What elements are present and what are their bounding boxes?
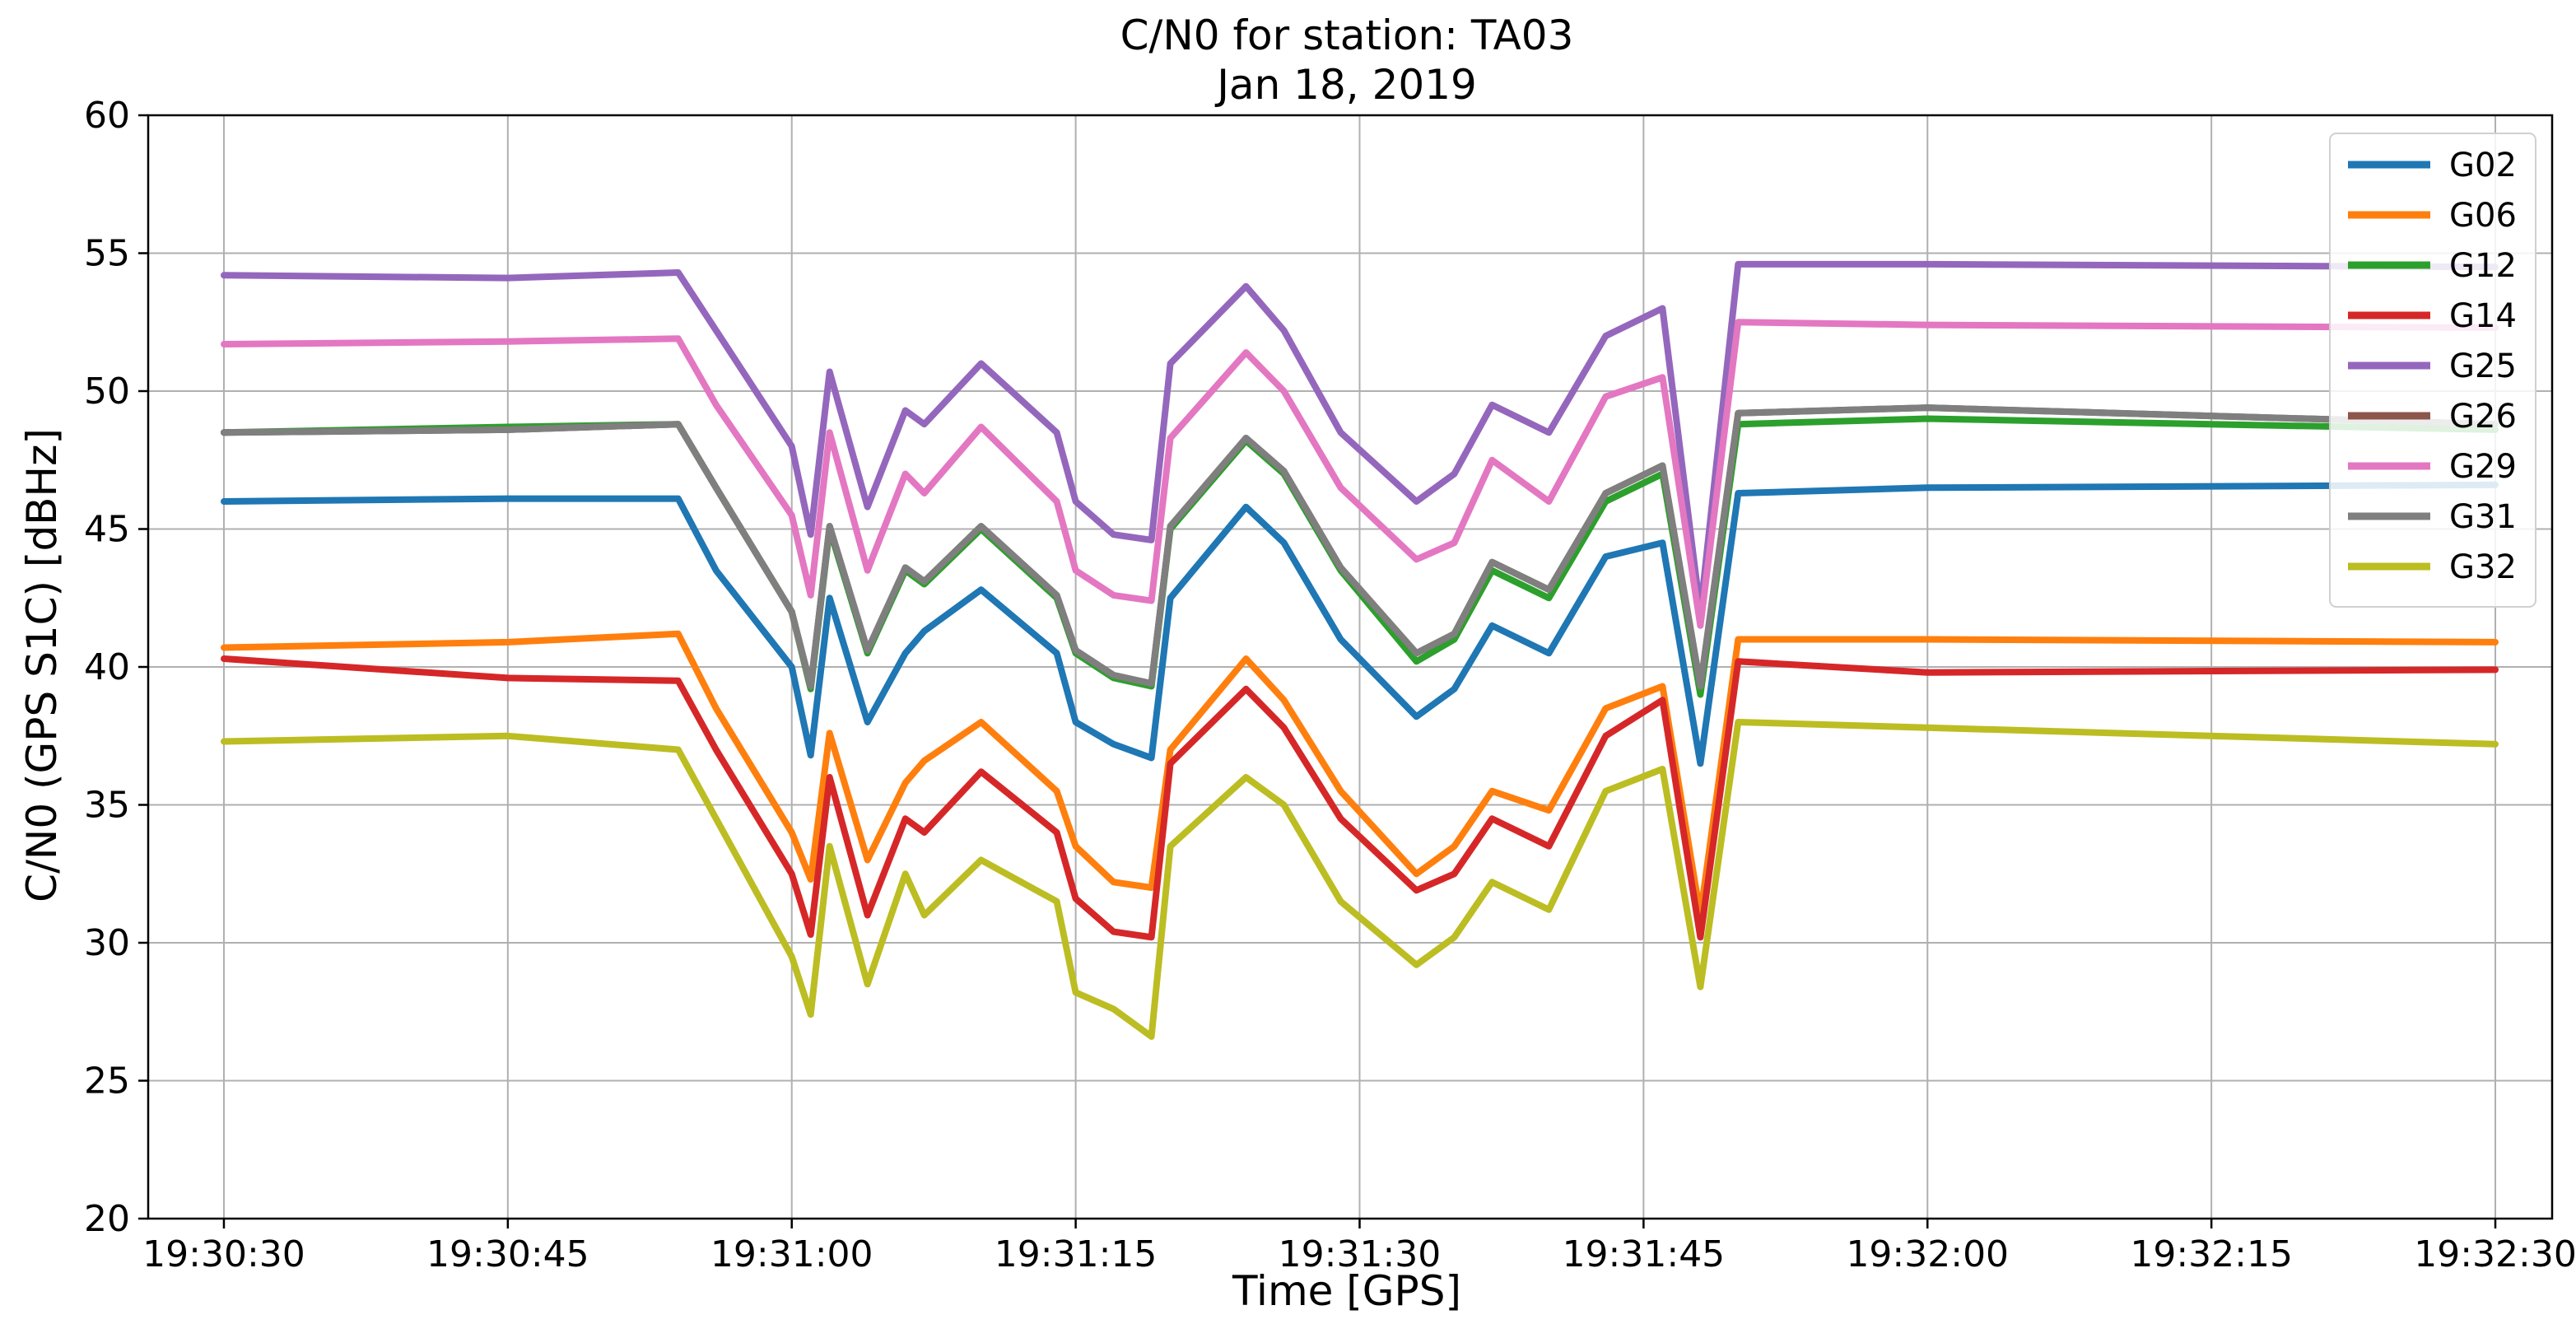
series-line-g06	[221, 630, 2499, 919]
y-tick-label: 60	[84, 95, 130, 137]
x-tick-label: 19:31:15	[995, 1233, 1158, 1275]
legend-box	[2329, 133, 2536, 608]
x-tick-label: 19:31:30	[1279, 1233, 1442, 1275]
x-tick-label: 19:31:45	[1563, 1233, 1726, 1275]
series-line-g14	[221, 655, 2499, 941]
x-tick-label: 19:30:30	[142, 1233, 305, 1275]
y-tick-label: 40	[84, 646, 130, 688]
series-line-g02	[221, 481, 2499, 767]
y-tick-label: 20	[84, 1198, 130, 1240]
series-line-g31	[221, 404, 2499, 690]
series-line-g32	[221, 719, 2499, 1040]
series-layer	[221, 260, 2499, 1040]
y-tick-label: 30	[84, 922, 130, 964]
legend-label: G02	[2449, 147, 2517, 184]
y-axis-label: C/N0 (GPS S1C) [dBHz]	[18, 428, 66, 902]
y-axis: 20 25 30 35 40 45 50 55 60	[84, 95, 148, 1240]
legend: G02 G06 G12 G14 G25 G26 G29 G31 G32	[2329, 133, 2536, 608]
x-tick-label: 19:30:45	[426, 1233, 589, 1275]
y-tick-label: 50	[84, 371, 130, 413]
legend-label: G29	[2449, 448, 2517, 486]
x-axis: 19:30:30 19:30:45 19:31:00 19:31:15 19:31:30…	[142, 1219, 2576, 1275]
legend-label: G25	[2449, 347, 2517, 385]
x-tick-label: 19:32:30	[2414, 1233, 2576, 1275]
x-tick-label: 19:32:15	[2130, 1233, 2293, 1275]
y-tick-label: 45	[84, 509, 130, 551]
chart-title: C/N0 for station: TA03	[1120, 12, 1574, 59]
x-tick-label: 19:31:00	[710, 1233, 873, 1275]
legend-label: G31	[2449, 498, 2517, 536]
legend-label: G14	[2449, 297, 2517, 335]
x-axis-label: Time [GPS]	[1232, 1267, 1461, 1315]
y-tick-label: 35	[84, 785, 130, 827]
series-line-g29	[221, 319, 2499, 629]
y-tick-label: 25	[84, 1061, 130, 1103]
y-tick-label: 55	[84, 233, 130, 275]
legend-label: G32	[2449, 548, 2517, 586]
legend-label: G12	[2449, 247, 2517, 285]
series-line-g25	[221, 260, 2499, 615]
x-tick-label: 19:32:00	[1846, 1233, 2009, 1275]
legend-label: G26	[2449, 398, 2517, 436]
chart-subtitle: Jan 18, 2019	[1214, 61, 1477, 109]
legend-label: G06	[2449, 197, 2517, 235]
